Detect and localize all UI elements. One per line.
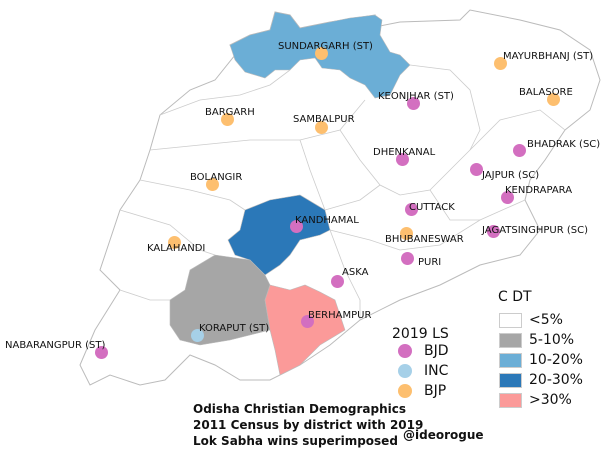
district-kandhamal (227, 194, 331, 276)
constituency-marker (314, 120, 328, 134)
choropleth-legend-label: 5-10% (529, 332, 575, 348)
constituency-marker (500, 190, 514, 204)
constituency-label: SAMBALPUR (293, 114, 355, 125)
choropleth-legend-swatch (499, 313, 522, 328)
party-legend-label: INC (424, 363, 449, 379)
constituency-label: BHUBANESWAR (385, 234, 464, 245)
constituency-marker (205, 177, 219, 191)
constituency-label: KORAPUT (ST) (199, 323, 270, 334)
constituency-marker (395, 152, 409, 166)
party-legend-swatch (398, 384, 412, 398)
constituency-marker (512, 143, 526, 157)
constituency-label: DHENKANAL (373, 147, 436, 158)
constituency-marker (289, 219, 303, 233)
constituency-marker (190, 328, 204, 342)
constituency-marker (546, 92, 560, 106)
choropleth-legend-swatch (499, 353, 522, 368)
constituency-label: BERHAMPUR (308, 310, 372, 321)
constituency-label: SUNDARGARH (ST) (278, 41, 373, 52)
constituency-label: KANDHAMAL (295, 215, 359, 226)
party-legend-swatch (398, 364, 412, 378)
title-line-2: 2011 Census by district with 2019 (193, 418, 424, 432)
choropleth-legend-title: C DT (498, 289, 532, 305)
constituency-marker (493, 56, 507, 70)
constituency-label: ASKA (342, 267, 369, 278)
choropleth-legend-swatch (499, 393, 522, 408)
constituency-label: BALASORE (519, 87, 573, 98)
constituency-marker (167, 235, 181, 249)
district-boundaries (119, 64, 566, 320)
title-line-1: Odisha Christian Demographics (193, 402, 407, 416)
constituency-label: JAGATSINGHPUR (SC) (482, 225, 589, 236)
constituency-label: BOLANGIR (190, 172, 243, 183)
party-legend-label: BJD (424, 343, 449, 359)
constituency-marker (404, 202, 418, 216)
constituency-label: KENDRAPARA (505, 185, 573, 196)
constituency-label: KALAHANDI (147, 243, 206, 254)
constituency-marker (94, 345, 108, 359)
choropleth-legend-label: 20-30% (529, 372, 583, 388)
district-gajapati-region (264, 284, 346, 376)
choropleth-legend-swatch (499, 333, 522, 348)
constituency-label: JAJPUR (SC) (482, 170, 540, 181)
party-legend-swatch (398, 344, 412, 358)
constituency-marker (406, 96, 420, 110)
party-legend-title: 2019 LS (392, 326, 449, 342)
constituency-label: PURI (418, 257, 442, 268)
constituency-label: BHADRAK (SC) (527, 139, 601, 150)
constituency-marker (486, 224, 500, 238)
credit: @ideorogue (403, 428, 484, 442)
title-line-3: Lok Sabha wins superimposed (193, 434, 398, 448)
constituency-marker (314, 46, 328, 60)
constituency-marker (330, 274, 344, 288)
constituency-marker (469, 162, 483, 176)
constituency-label: KEONJHAR (ST) (378, 91, 454, 102)
constituency-marker (220, 112, 234, 126)
choropleth-legend-label: <5% (529, 312, 563, 328)
constituency-label: BARGARH (205, 107, 255, 118)
constituency-marker (399, 226, 413, 240)
constituency-label: NABARANGPUR (ST) (5, 340, 106, 351)
choropleth-legend-label: 10-20% (529, 352, 583, 368)
party-legend-label: BJP (424, 383, 447, 399)
choropleth-legend-swatch (499, 373, 522, 388)
constituency-marker (300, 314, 314, 328)
constituency-label: CUTTACK (409, 202, 455, 213)
constituency-label: MAYURBHANJ (ST) (503, 51, 594, 62)
choropleth-legend-label: >30% (529, 392, 572, 408)
constituency-marker (400, 251, 414, 265)
